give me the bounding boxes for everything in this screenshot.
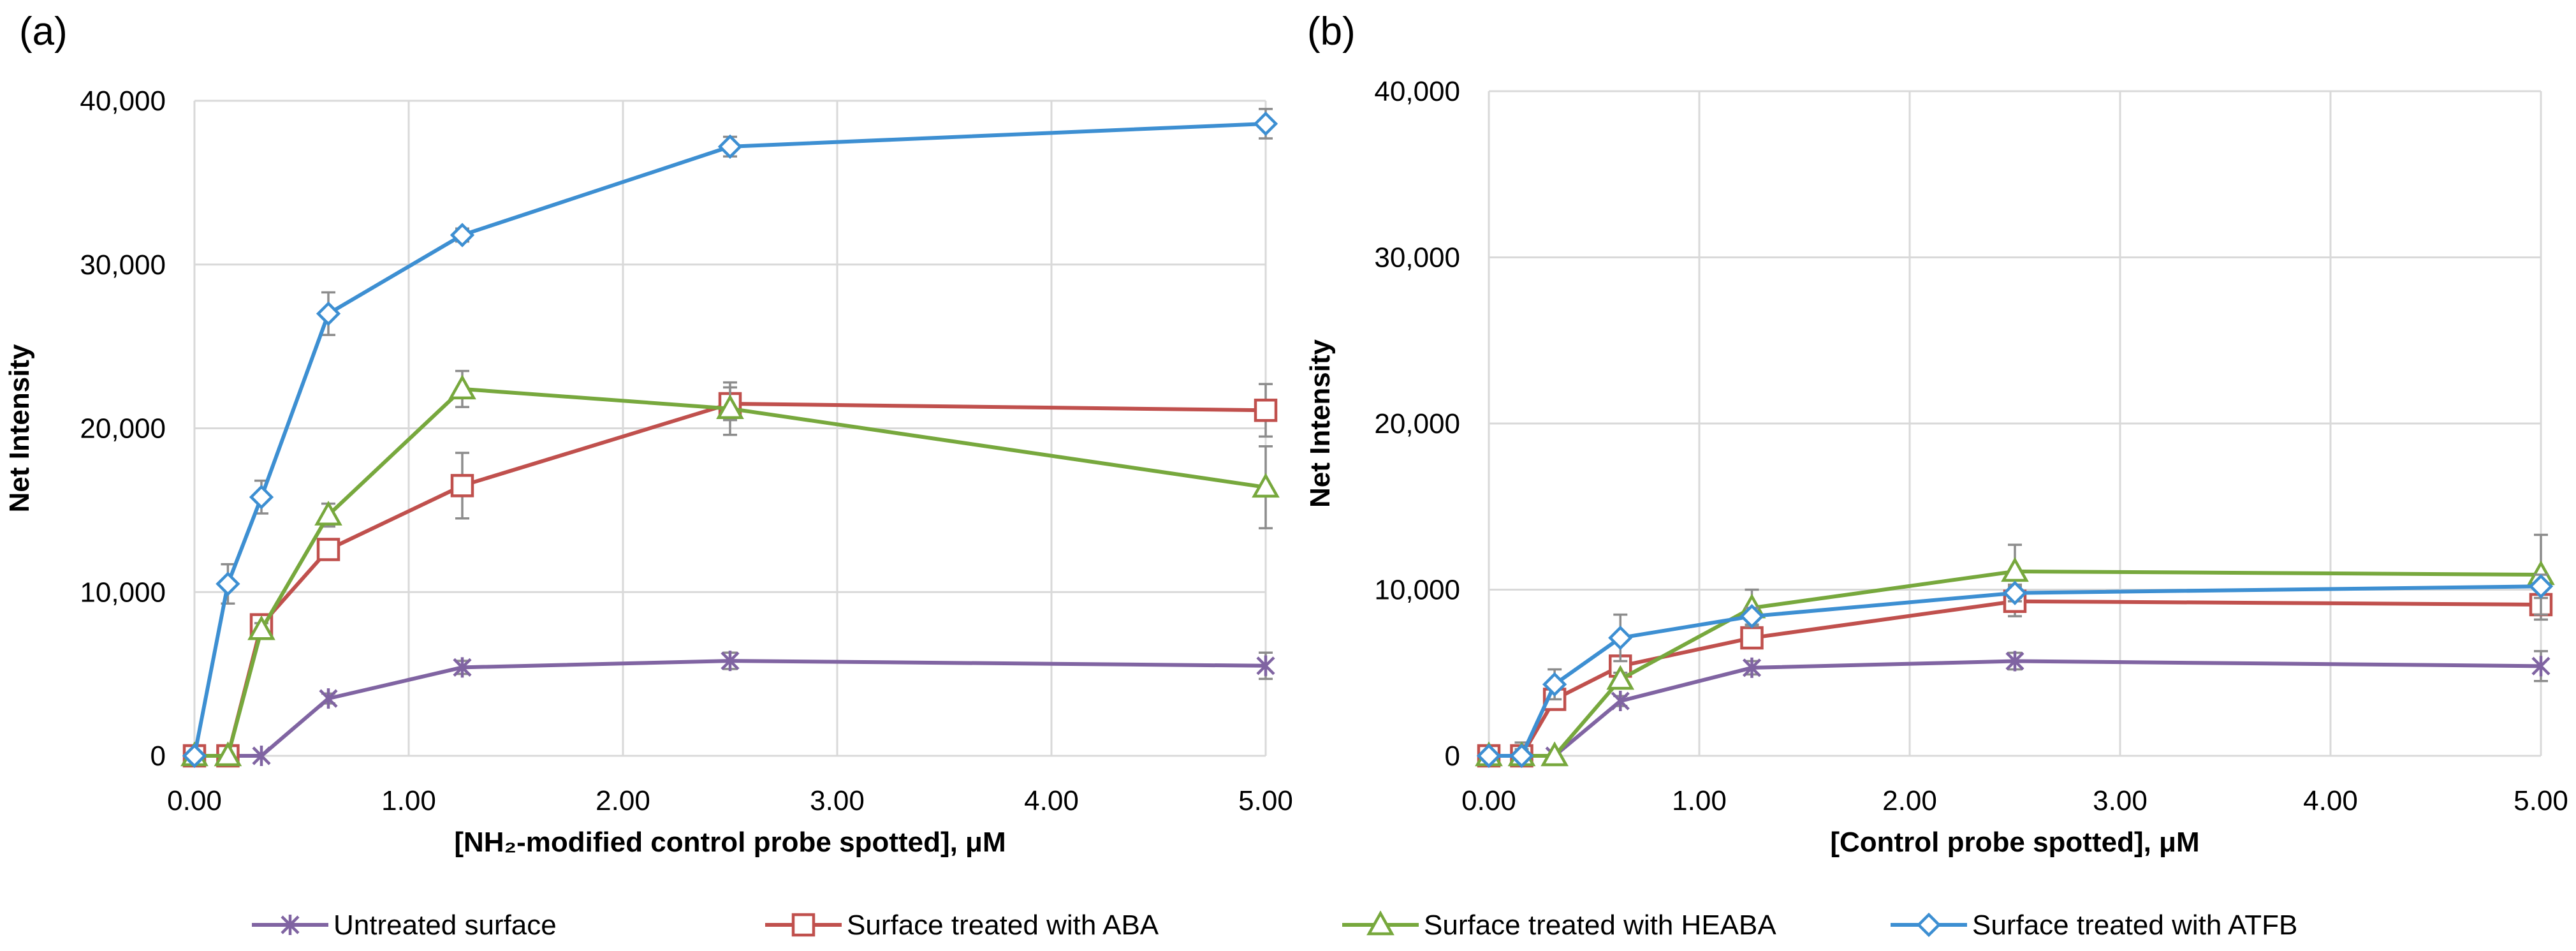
- data-point: [448, 374, 476, 400]
- panel-b-chart: (b) 0.00 1.00 2.00 3.00 4.00 5.00 0 10,000 20,000…: [1305, 10, 2568, 858]
- y-tick-label: 0: [1445, 741, 1460, 772]
- y-tick-label: 30,000: [80, 249, 166, 281]
- x-tick-label: 3.00: [2093, 785, 2148, 816]
- x-tick-label: 5.00: [1238, 785, 1293, 816]
- series-line: [194, 659, 1266, 758]
- x-tick-label: 0.00: [167, 785, 222, 816]
- data-point: [1608, 625, 1633, 651]
- x-tick-label: 4.00: [2303, 785, 2358, 816]
- legend-item-surface-treated-with-atfb: Surface treated with ATFB: [1891, 910, 2297, 941]
- legend-item-untreated-surface: Untreated surface: [252, 910, 557, 941]
- panel-a-chart: (a) 0.00 1.00 2.00 3.00 4.00 5.00 0 10,000 20,000…: [4, 10, 1293, 858]
- series-line: [194, 401, 1266, 758]
- series-surface-treated-with-heaba: [1475, 533, 2555, 767]
- data-point: [1611, 691, 1630, 712]
- data-point: [717, 134, 743, 159]
- legend-label: Surface treated with HEABA: [1424, 910, 1776, 941]
- legend-item-surface-treated-with-aba: Surface treated with ABA: [765, 910, 1159, 941]
- y-tick-label: 20,000: [80, 413, 166, 445]
- series-surface-treated-with-aba: [1477, 585, 2553, 768]
- y-tick-label: 10,000: [1374, 575, 1460, 606]
- y-tick-label: 40,000: [1374, 76, 1460, 107]
- x-tick-label: 4.00: [1024, 785, 1079, 816]
- data-point: [1739, 603, 1764, 629]
- data-point: [1509, 743, 1534, 769]
- data-point: [1252, 473, 1280, 498]
- x-tick-label: 2.00: [596, 785, 650, 816]
- x-axis-title: [NH₂-modified control probe spotted], μM: [454, 827, 1006, 858]
- x-tick-label: 0.00: [1461, 785, 1516, 816]
- legend-item-surface-treated-with-heaba: Surface treated with HEABA: [1342, 910, 1776, 941]
- data-point: [1740, 626, 1764, 650]
- data-point: [2528, 574, 2554, 599]
- x-tick-label: 1.00: [381, 785, 436, 816]
- series-surface-treated-with-atfb: [1476, 573, 2554, 769]
- legend-marker-icon: [1916, 912, 1942, 938]
- y-tick-label: 10,000: [80, 577, 166, 608]
- legend-label: Surface treated with ATFB: [1972, 910, 2297, 941]
- legend-label: Untreated surface: [333, 910, 557, 941]
- data-point: [216, 571, 240, 596]
- panel-label: (b): [1307, 10, 1356, 54]
- data-point: [252, 746, 271, 766]
- series-surface-treated-with-aba: [182, 383, 1278, 768]
- series-line: [1489, 599, 2542, 758]
- x-axis-title: [Control probe spotted], μM: [1830, 827, 2199, 858]
- data-point: [2002, 580, 2028, 605]
- data-point: [316, 301, 341, 326]
- data-point: [1742, 657, 1762, 678]
- series-line: [1489, 659, 2542, 758]
- y-tick-label: 40,000: [80, 85, 166, 117]
- data-point: [2531, 656, 2550, 677]
- x-tick-label: 1.00: [1672, 785, 1727, 816]
- data-point: [247, 615, 275, 640]
- legend-marker-icon: [791, 913, 816, 937]
- data-point: [721, 651, 740, 672]
- data-point: [1542, 672, 1567, 697]
- data-point: [450, 223, 475, 247]
- x-tick-label: 3.00: [810, 785, 865, 816]
- series-surface-treated-with-heaba: [180, 369, 1280, 767]
- legend-marker-icon: [281, 915, 300, 935]
- data-point: [214, 741, 242, 767]
- data-point: [314, 500, 342, 526]
- data-point: [249, 485, 274, 510]
- data-point: [1253, 111, 1278, 136]
- x-tick-label: 5.00: [2514, 785, 2568, 816]
- data-point: [2005, 651, 2024, 672]
- y-tick-label: 20,000: [1374, 408, 1460, 439]
- legend: Untreated surface Surface treated with AB…: [252, 910, 2297, 941]
- data-point: [1606, 665, 1635, 690]
- data-point: [182, 743, 207, 769]
- data-point: [1476, 743, 1502, 769]
- series-line: [194, 387, 1266, 758]
- series-surface-treated-with-atfb: [182, 108, 1278, 769]
- data-point: [319, 688, 338, 709]
- data-point: [1540, 741, 1569, 767]
- gridlines: [1488, 90, 2542, 757]
- x-tick-label: 2.00: [1882, 785, 1937, 816]
- data-point: [716, 394, 744, 419]
- series-untreated-surface: [185, 651, 1275, 766]
- data-point: [450, 474, 474, 498]
- data-point: [316, 538, 340, 561]
- y-axis-title: Net Intensity: [4, 344, 35, 513]
- y-tick-label: 30,000: [1374, 242, 1460, 274]
- legend-label: Surface treated with ABA: [847, 910, 1159, 941]
- data-point: [1254, 399, 1278, 422]
- data-point: [2001, 557, 2029, 582]
- y-axis-title: Net Intensity: [1305, 339, 1336, 508]
- data-point: [1256, 655, 1275, 676]
- legend-marker-icon: [1366, 910, 1394, 936]
- data-point: [453, 657, 472, 678]
- panel-label: (a): [19, 10, 68, 54]
- y-tick-label: 0: [150, 741, 166, 772]
